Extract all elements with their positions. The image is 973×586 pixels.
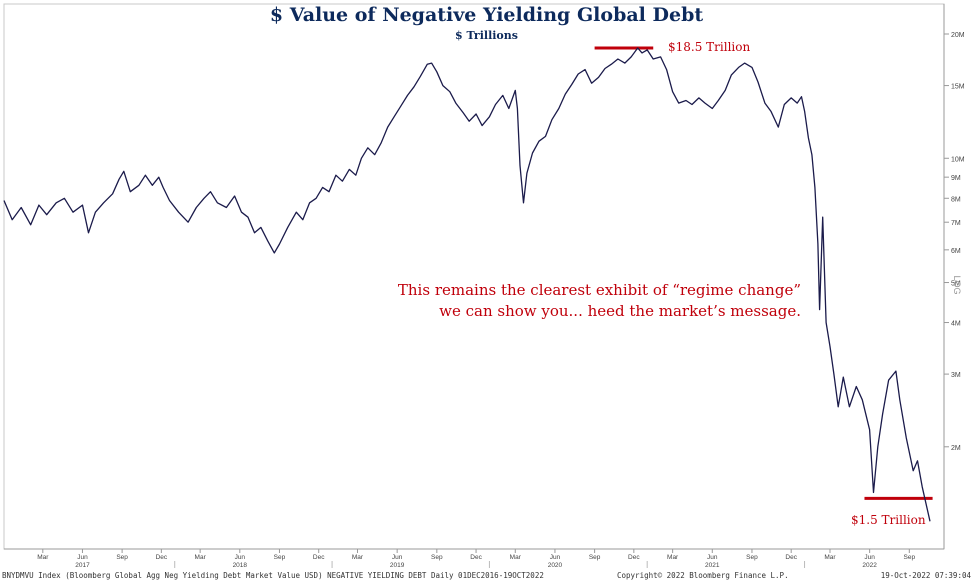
y-tick-label: 3M	[951, 372, 961, 379]
x-year-label: 2018	[233, 562, 248, 569]
x-month-label: Dec	[156, 554, 168, 561]
x-month-label: Mar	[510, 554, 522, 561]
x-month-label: Jun	[392, 554, 403, 561]
x-month-label: Sep	[116, 554, 128, 561]
y-tick-label: 6M	[951, 248, 961, 255]
x-month-label: Sep	[274, 554, 286, 561]
x-month-label: Jun	[235, 554, 246, 561]
y-tick-label: 5M	[951, 281, 961, 288]
x-year-label: 2020	[548, 562, 563, 569]
x-month-label: Mar	[667, 554, 679, 561]
plot-frame	[3, 3, 945, 550]
x-year-label: 2021	[705, 562, 720, 569]
chart-title: $ Value of Negative Yielding Global Debt	[269, 4, 704, 26]
x-month-label: Jun	[707, 554, 718, 561]
x-month-label: Jun	[77, 554, 88, 561]
x-month-label: Dec	[785, 554, 797, 561]
y-tick-label: 2M	[951, 445, 961, 452]
commentary-line-1: This remains the clearest exhibit of “re…	[397, 281, 801, 299]
footer-source: BNYDMVU Index (Bloomberg Global Agg Neg …	[2, 571, 544, 580]
x-month-label: Sep	[431, 554, 443, 561]
y-tick-label: 20M	[951, 32, 965, 39]
footer-timestamp: 19-Oct-2022 07:39:04	[880, 571, 971, 580]
commentary-line-2: we can show you... heed the market’s mes…	[439, 302, 801, 320]
x-year-label: 2019	[390, 562, 405, 569]
x-month-label: Jun	[550, 554, 561, 561]
y-tick-label: 10M	[951, 156, 965, 163]
x-year-label: 2017	[75, 562, 90, 569]
x-year-label: 2022	[862, 562, 877, 569]
x-month-label: Dec	[313, 554, 325, 561]
trough-label: $1.5 Trillion	[851, 513, 926, 527]
commentary: This remains the clearest exhibit of “re…	[398, 280, 801, 322]
y-tick-label: 7M	[951, 220, 961, 227]
x-month-label: Dec	[628, 554, 640, 561]
x-month-label: Sep	[904, 554, 916, 561]
x-month-label: Mar	[37, 554, 49, 561]
log-scale-label: LOG	[952, 275, 962, 294]
negative-yielding-debt-line	[3, 47, 931, 522]
chart-subtitle: $ Trillions	[455, 29, 518, 42]
footer-copyright: Copyright© 2022 Bloomberg Finance L.P.	[617, 571, 789, 580]
x-month-label: Mar	[824, 554, 836, 561]
x-month-label: Mar	[195, 554, 207, 561]
x-month-label: Jun	[864, 554, 875, 561]
y-tick-label: 15M	[951, 84, 965, 91]
peak-label: $18.5 Trillion	[668, 40, 751, 54]
y-tick-label: 8M	[951, 196, 961, 203]
x-month-label: Mar	[352, 554, 364, 561]
x-month-label: Sep	[589, 554, 601, 561]
y-tick-label: 4M	[951, 321, 961, 328]
x-month-label: Sep	[746, 554, 758, 561]
y-tick-label: 9M	[951, 175, 961, 182]
x-month-label: Dec	[470, 554, 482, 561]
